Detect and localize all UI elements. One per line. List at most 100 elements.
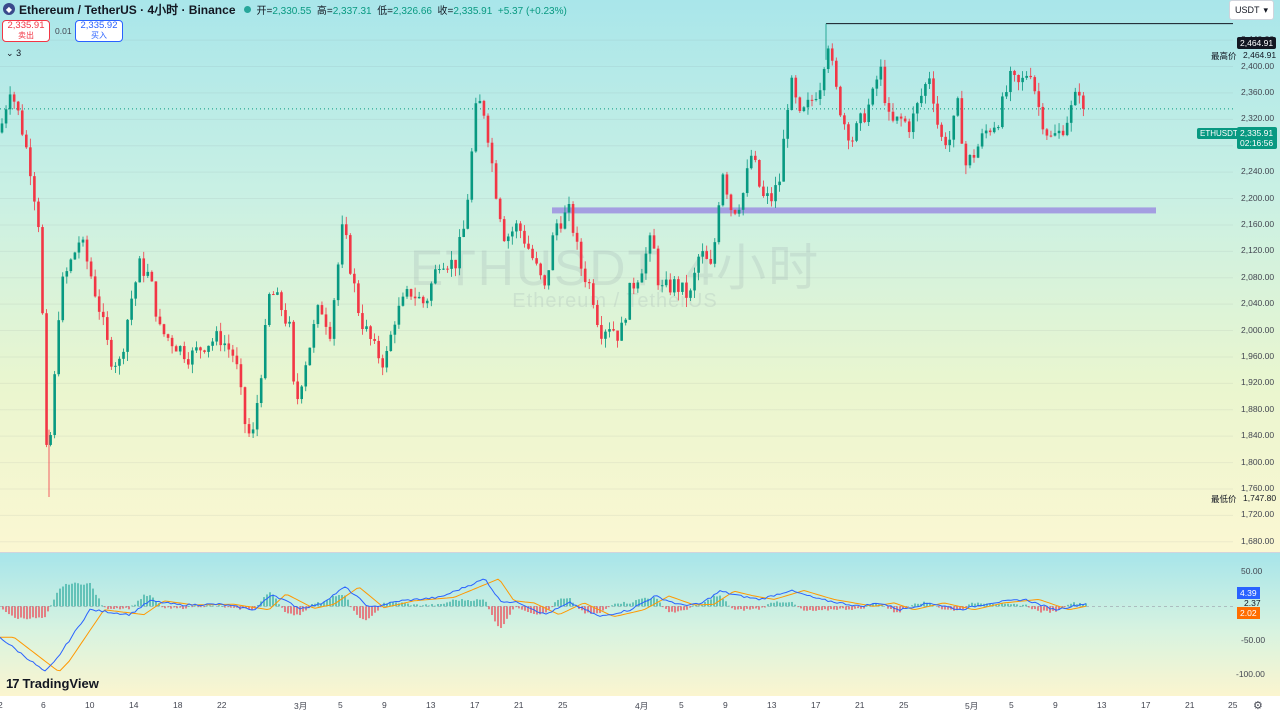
- histogram-bar: [629, 603, 631, 607]
- histogram-bar: [563, 598, 565, 607]
- price-tick-label: 2,120.00: [1241, 245, 1275, 256]
- histogram-bar: [500, 606, 502, 628]
- symbol-price-tag: ETHUSDT: [1197, 128, 1241, 139]
- candle-body: [818, 90, 822, 99]
- candle-body: [636, 282, 640, 289]
- candle-body: [972, 154, 976, 158]
- price-pane[interactable]: ETHUSDT, 4小时 Ethereum / TetherUS ◆ Ether…: [0, 0, 1280, 552]
- histogram-bar: [245, 606, 247, 609]
- candle-body: [705, 251, 708, 259]
- indicators-collapse-button[interactable]: ⌄ 3: [6, 48, 21, 59]
- macd-pane[interactable]: 50.00 -50.00 -100.00 4.39 2.37 2.02: [0, 553, 1280, 696]
- candle-body: [677, 279, 680, 292]
- histogram-bar: [599, 606, 601, 613]
- histogram-bar: [464, 600, 466, 607]
- candle-body: [482, 100, 486, 116]
- histogram-bar: [62, 586, 64, 607]
- histogram-bar: [1067, 604, 1069, 607]
- histogram-bar: [377, 606, 379, 611]
- histogram-bar: [515, 606, 517, 608]
- macd-chart[interactable]: [0, 553, 1280, 696]
- candle-body: [1029, 75, 1032, 78]
- candle-body: [53, 374, 56, 436]
- candle-body: [1009, 70, 1012, 93]
- time-axis[interactable]: 2 6 10 14 18 22 3月 5 9 13 17 21 25 4月 5 9 13 17 21 25 5月 5 9 13…: [0, 696, 1280, 715]
- candlestick-chart[interactable]: [0, 0, 1280, 552]
- sell-button[interactable]: 2,335.91 卖出: [2, 20, 50, 42]
- candle-body: [357, 283, 360, 314]
- buy-button[interactable]: 2,335.92 买入: [75, 20, 123, 42]
- histogram-bar: [857, 606, 859, 609]
- histogram-bar: [965, 606, 967, 608]
- histogram-bar: [410, 605, 412, 607]
- histogram-bar: [824, 606, 826, 610]
- histogram-bar: [1004, 603, 1006, 607]
- high-marker-value: 2,464.91: [1243, 50, 1277, 60]
- candle-body: [211, 341, 214, 346]
- histogram-bar: [608, 606, 610, 608]
- candle-body: [936, 103, 939, 125]
- histogram-bar: [359, 606, 361, 618]
- time-tick-label: 18: [173, 700, 183, 710]
- candle-body: [1045, 129, 1049, 136]
- candle-body: [948, 139, 951, 146]
- histogram-bar: [818, 606, 820, 610]
- candle-body: [478, 100, 482, 104]
- candle-body: [312, 324, 316, 348]
- candle-body: [61, 276, 65, 321]
- candle-body: [506, 236, 510, 242]
- candle-body: [903, 118, 907, 122]
- pane-divider[interactable]: [0, 552, 1280, 553]
- histogram-bar: [26, 606, 28, 620]
- candle-body: [587, 282, 591, 284]
- symbol-title[interactable]: Ethereum / TetherUS · 4小时 · Binance: [19, 2, 236, 17]
- candle-body: [920, 95, 923, 104]
- candle-body: [405, 289, 409, 297]
- candle-body: [272, 294, 275, 296]
- time-tick-label: 13: [767, 700, 777, 710]
- histogram-bar: [545, 606, 547, 613]
- candle-body: [608, 329, 611, 332]
- currency-label: USDT: [1234, 5, 1260, 15]
- market-open-icon: [243, 5, 251, 13]
- histogram-bar: [590, 606, 592, 614]
- candle-body: [802, 107, 806, 111]
- histogram-bar: [662, 606, 664, 608]
- histogram-bar: [611, 605, 613, 607]
- histogram-bar: [614, 603, 616, 607]
- candle-body: [195, 347, 198, 351]
- time-tick-label: 5: [679, 700, 684, 710]
- histogram-bar: [659, 602, 661, 607]
- gear-icon[interactable]: ⚙: [1253, 700, 1263, 712]
- open-value: 2,330.55: [272, 5, 312, 17]
- histogram-bar: [593, 606, 595, 613]
- histogram-bar: [638, 599, 640, 607]
- histogram-bar: [263, 597, 265, 607]
- histogram-bar: [473, 600, 475, 607]
- histogram-bar: [1073, 602, 1075, 607]
- histogram-bar: [902, 606, 904, 609]
- time-tick-label: 6: [41, 700, 46, 710]
- histogram-bar: [101, 605, 103, 607]
- histogram-bar: [791, 601, 793, 607]
- histogram-bar: [587, 606, 589, 613]
- candle-body: [37, 201, 40, 228]
- support-zone-rectangle[interactable]: [552, 207, 1156, 214]
- histogram-bar: [1037, 606, 1039, 611]
- macd-value-tag: 4.39: [1237, 587, 1260, 599]
- histogram-bar: [839, 606, 841, 609]
- histogram-bar: [929, 603, 931, 607]
- histogram-bar: [407, 603, 409, 607]
- histogram-bar: [8, 606, 10, 615]
- candle-body: [292, 321, 295, 382]
- tradingview-logo[interactable]: 17 TradingView: [6, 676, 99, 691]
- currency-selector[interactable]: USDT ▾: [1228, 0, 1274, 20]
- bar-countdown: 02:16:56: [1240, 138, 1274, 148]
- candle-body: [300, 386, 303, 400]
- candle-body: [178, 346, 182, 352]
- candle-body: [758, 159, 761, 187]
- candle-body: [519, 223, 522, 231]
- candle-body: [231, 349, 235, 356]
- histogram-bar: [281, 606, 283, 608]
- histogram-bar: [899, 606, 901, 613]
